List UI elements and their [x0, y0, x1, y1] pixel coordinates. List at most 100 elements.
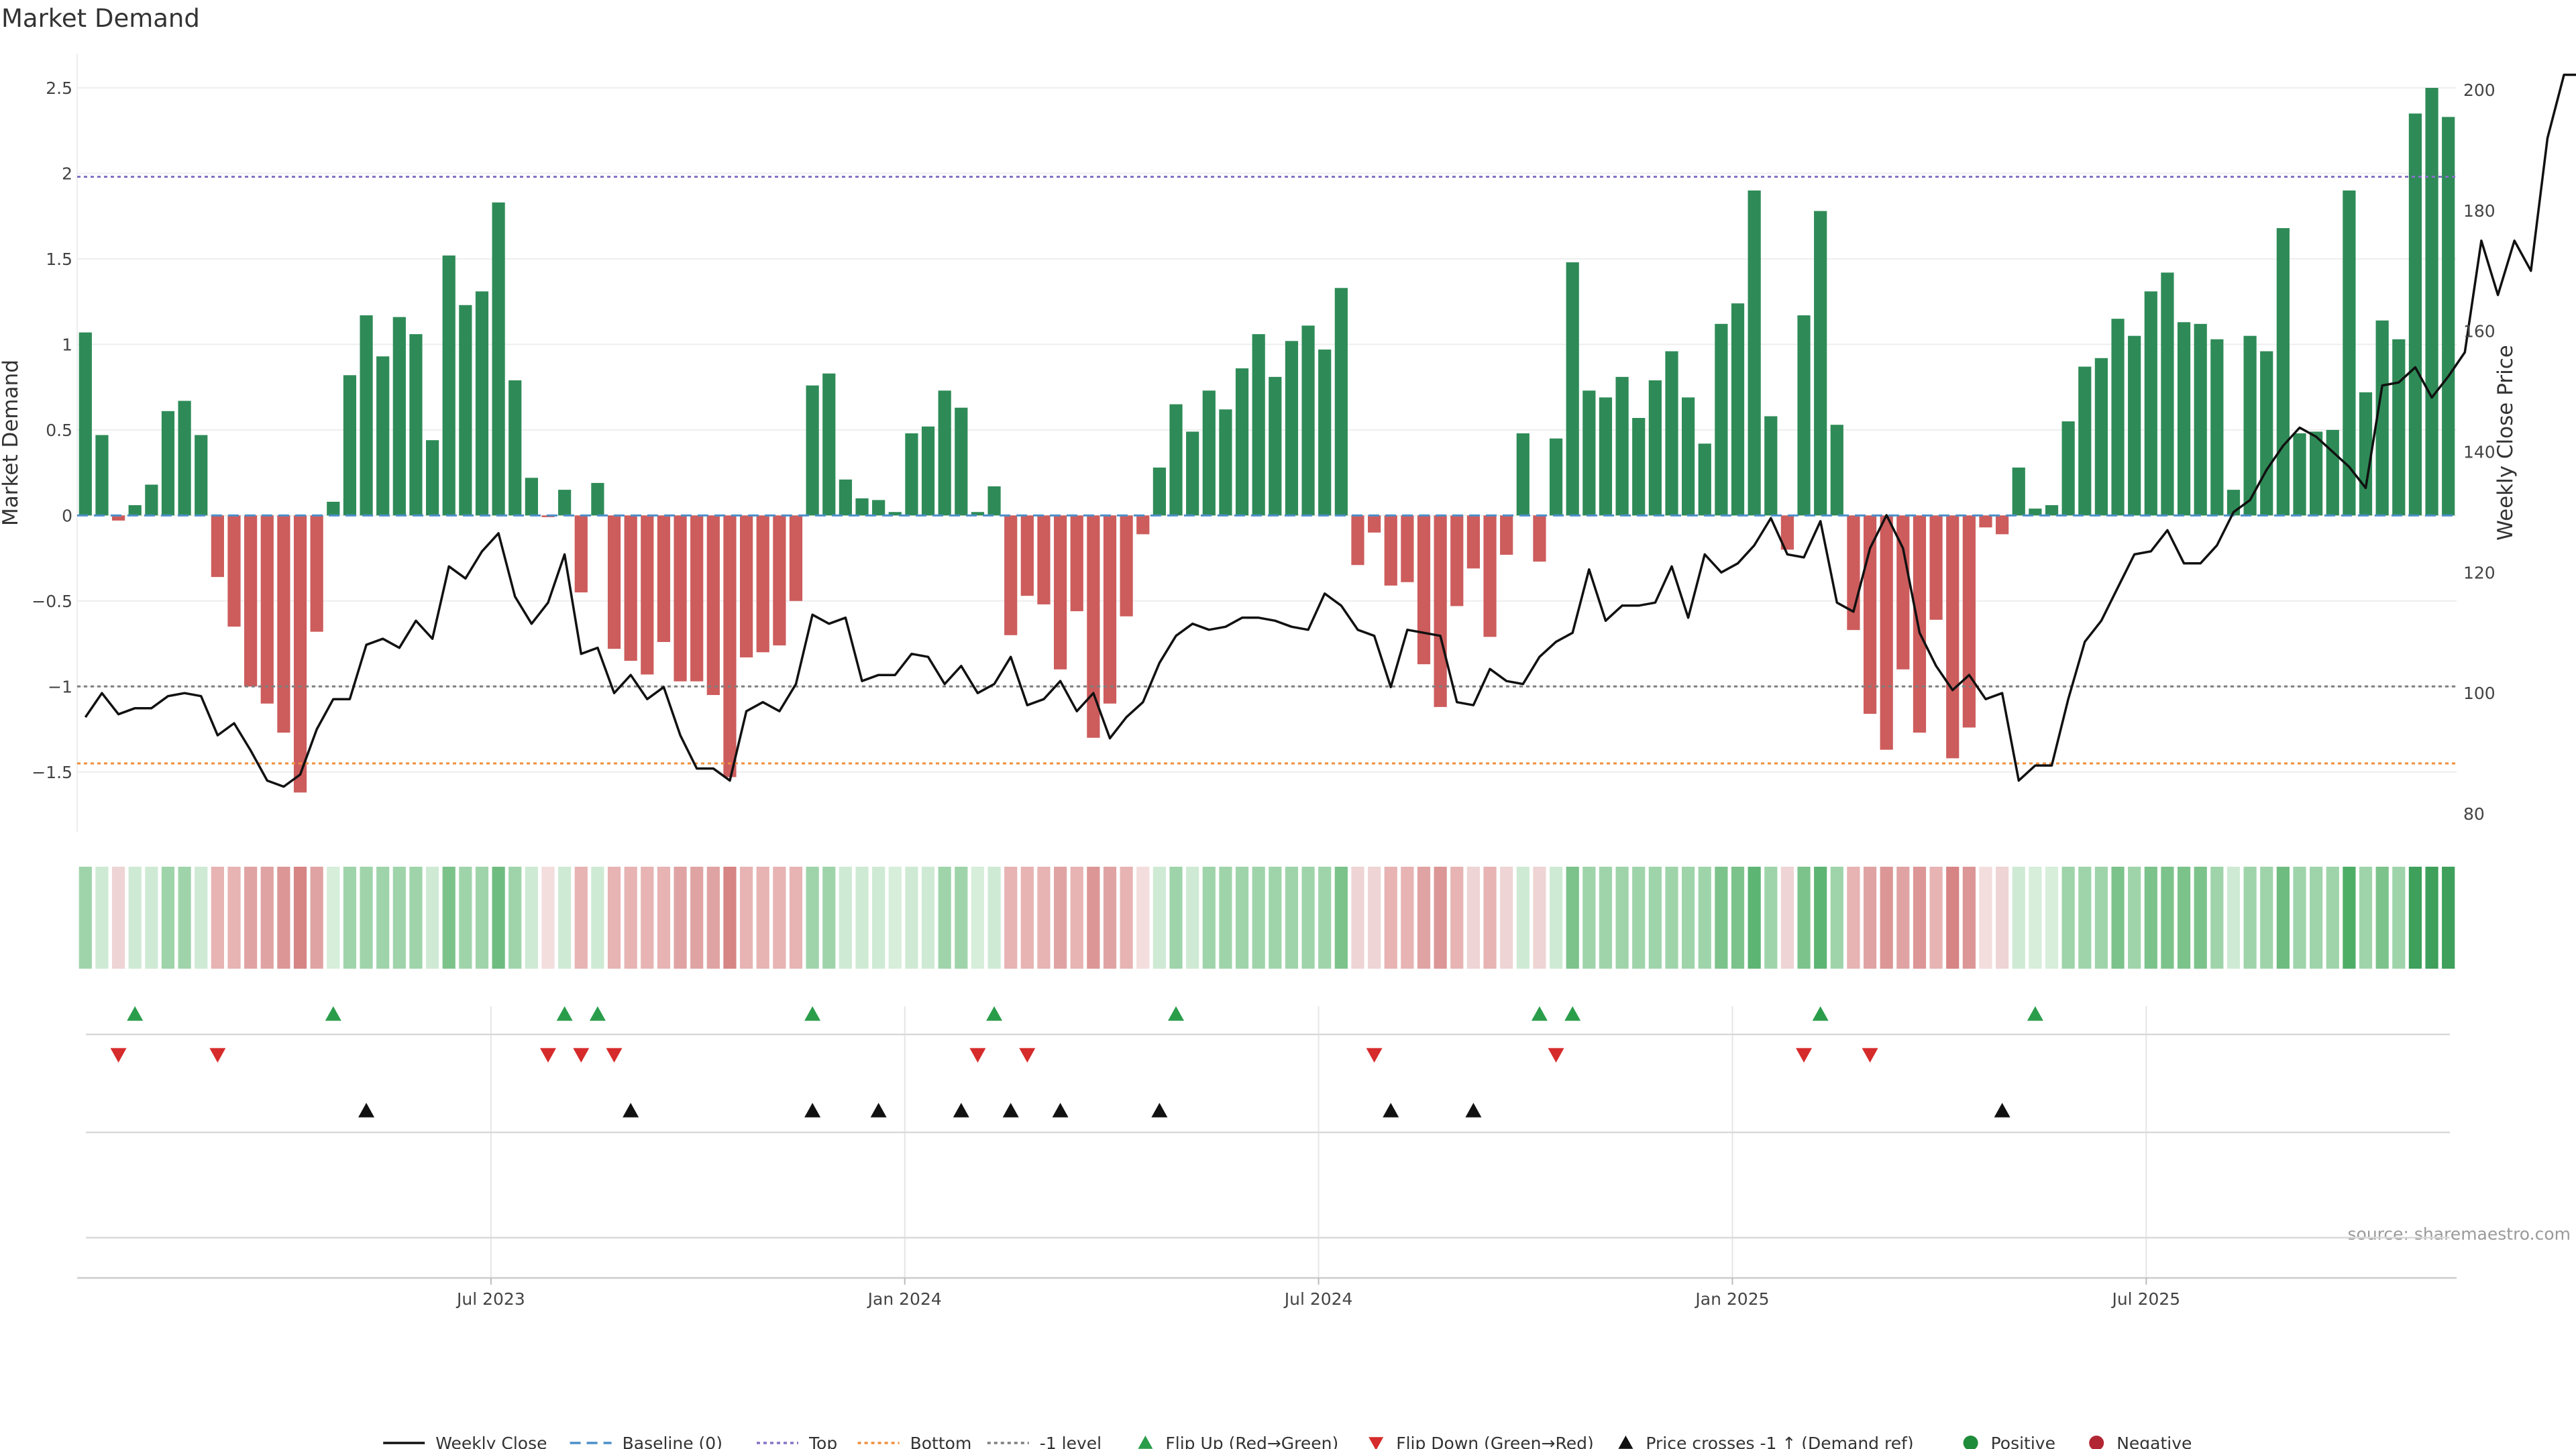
- heat-cell: [1599, 867, 1613, 969]
- heat-cell: [822, 867, 836, 969]
- demand-bar: [2029, 508, 2042, 516]
- heat-cell: [1632, 867, 1646, 969]
- demand-bar: [1962, 515, 1976, 728]
- y2-tick-label: 100: [2463, 684, 2496, 703]
- heat-cell: [888, 867, 902, 969]
- heat-cell: [1748, 867, 1761, 969]
- flip-down-marker: [209, 1048, 226, 1063]
- demand-bar: [2293, 433, 2306, 516]
- y-tick-label: 1: [62, 335, 72, 354]
- heat-cell: [1566, 867, 1579, 969]
- demand-bar: [1136, 515, 1150, 535]
- y2-tick-label: 140: [2463, 442, 2496, 462]
- heat-cell: [78, 867, 92, 969]
- demand-bar: [95, 435, 109, 516]
- y-axis-label: Market Demand: [0, 360, 23, 526]
- demand-bar: [1020, 515, 1034, 596]
- demand-bar: [1186, 431, 1199, 516]
- heat-cell: [1847, 867, 1860, 969]
- y2-tick-label: 120: [2463, 563, 2496, 582]
- demand-bar: [1814, 211, 1827, 516]
- heat-cell: [459, 867, 472, 969]
- reference-lines: [77, 176, 2457, 765]
- price-cross-marker: [1151, 1103, 1168, 1118]
- demand-bar: [2442, 117, 2455, 516]
- demand-bar: [1648, 380, 1662, 516]
- heat-cell: [442, 867, 455, 969]
- heat-cell: [161, 867, 175, 969]
- demand-bar: [1533, 515, 1546, 562]
- demand-bar: [2210, 339, 2224, 516]
- heat-cell: [2210, 867, 2224, 969]
- y2-tick-label: 180: [2463, 201, 2496, 221]
- heat-cell: [508, 867, 522, 969]
- demand-bar: [1450, 515, 1464, 606]
- heat-cell: [1417, 867, 1431, 969]
- legend-item: Top: [757, 1434, 837, 1449]
- signal-markers: [110, 1006, 2043, 1118]
- legend-label: Flip Down (Green→Red): [1396, 1434, 1594, 1449]
- heat-cell: [706, 867, 720, 969]
- demand-bar: [1549, 438, 1563, 516]
- demand-bar: [244, 515, 258, 687]
- heat-cell: [1797, 867, 1811, 969]
- heat-cell: [1979, 867, 1992, 969]
- demand-bar: [442, 255, 455, 516]
- demand-bar: [1830, 425, 1843, 516]
- demand-bar: [1401, 515, 1414, 582]
- heat-cell: [1483, 867, 1497, 969]
- demand-bar: [1632, 418, 1646, 516]
- x-tick-label: Jul 2025: [2110, 1289, 2180, 1309]
- demand-bar: [905, 433, 918, 516]
- legend-label: Bottom: [910, 1434, 972, 1449]
- heat-cell: [789, 867, 803, 969]
- heat-cell: [343, 867, 357, 969]
- legend-item: Positive: [1963, 1434, 2055, 1449]
- demand-bar: [806, 385, 819, 516]
- heat-cell: [1615, 867, 1629, 969]
- heat-cell: [2293, 867, 2306, 969]
- flip-up-marker: [1531, 1006, 1548, 1021]
- price-cross-marker: [623, 1103, 639, 1118]
- demand-bar: [1351, 515, 1364, 566]
- demand-bar: [178, 400, 191, 516]
- heat-cell: [574, 867, 588, 969]
- legend-label: Negative: [2116, 1434, 2192, 1449]
- price-cross-marker: [870, 1103, 887, 1118]
- heat-cell: [921, 867, 935, 969]
- demand-bar: [2128, 335, 2141, 516]
- demand-bar: [773, 515, 786, 646]
- demand-bar: [1417, 515, 1431, 665]
- demand-bar: [558, 490, 572, 516]
- x-tick-label: Jan 2025: [1694, 1289, 1769, 1309]
- flip-down-marker: [1366, 1048, 1383, 1063]
- heat-cell: [773, 867, 786, 969]
- heat-cell: [624, 867, 637, 969]
- heat-cell: [2442, 867, 2455, 969]
- demand-heat-strip: [78, 867, 2455, 969]
- heat-cell: [2161, 867, 2174, 969]
- price-cross-marker: [953, 1103, 969, 1118]
- flip-down-marker: [1862, 1048, 1878, 1063]
- heat-cell: [723, 867, 737, 969]
- flip-up-marker: [986, 1006, 1003, 1021]
- heat-cell: [1103, 867, 1117, 969]
- heat-cell: [260, 867, 274, 969]
- heat-cell: [2078, 867, 2092, 969]
- demand-bar: [195, 435, 208, 516]
- demand-bar: [492, 202, 505, 516]
- demand-bar: [2012, 467, 2025, 516]
- heat-cell: [111, 867, 125, 969]
- legend-swatch: [1368, 1437, 1384, 1449]
- demand-bar: [1516, 433, 1529, 516]
- demand-bar: [1087, 515, 1100, 738]
- heat-cell: [1318, 867, 1332, 969]
- demand-bar: [1053, 515, 1067, 669]
- demand-bar: [227, 515, 241, 627]
- price-cross-marker: [358, 1103, 375, 1118]
- demand-bar: [525, 478, 538, 516]
- demand-bar: [1731, 303, 1745, 516]
- heat-cell: [409, 867, 423, 969]
- demand-bar: [2343, 190, 2356, 516]
